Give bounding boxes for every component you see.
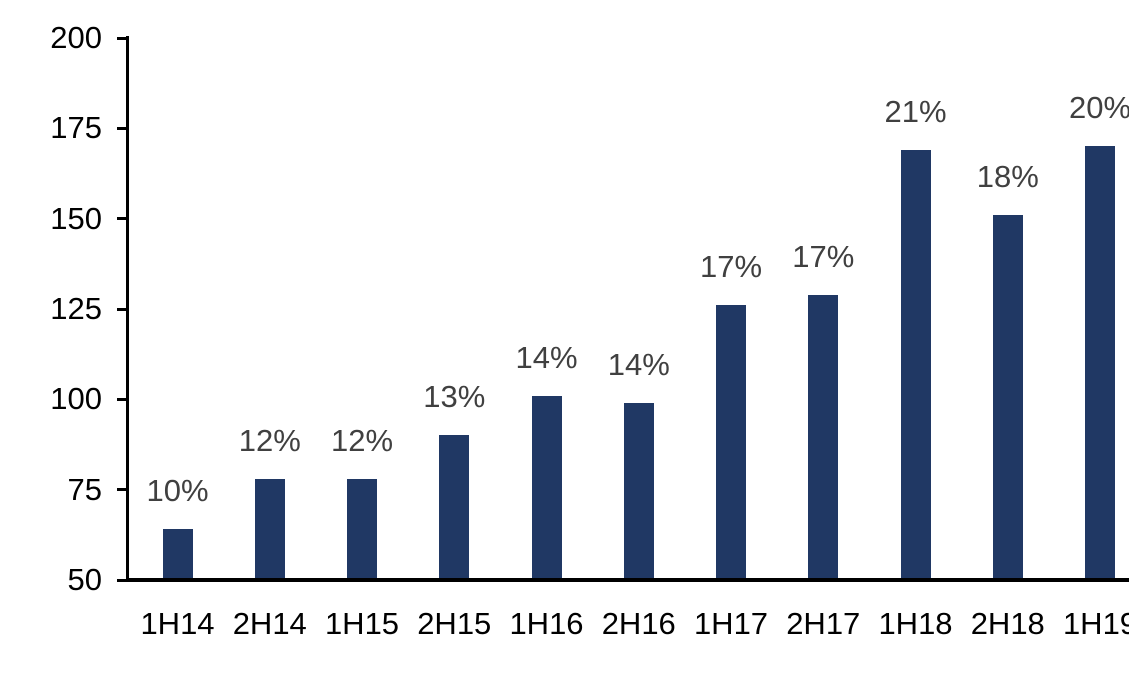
x-axis-tick-label: 1H16 [509,606,584,641]
y-axis-tick-label: 200 [50,20,102,55]
bar-2h18 [992,215,1023,582]
y-axis-tick-label: 150 [50,200,102,236]
x-axis-tick-label: 2H14 [232,606,307,641]
y-axis-tick-mark [117,488,127,492]
y-axis-tick-label: 100 [50,381,102,417]
bar-value-label: 10% [146,473,209,509]
bar-value-label: 12% [238,422,301,458]
bar-1h18 [900,150,931,582]
y-axis-tick-label: 175 [50,110,102,146]
x-axis-tick-label: 1H17 [693,606,769,641]
y-axis-tick-mark [117,126,127,130]
y-axis-tick-label: 75 [67,471,102,507]
x-axis-tick-label: 2H17 [786,606,861,641]
x-axis-tick-label: 1H19 [1062,606,1129,641]
x-axis-tick-label: 1H18 [878,606,953,641]
bar-2h14 [254,478,285,582]
bar-value-label: 20% [1068,90,1129,126]
y-axis-tick-mark [117,397,127,401]
x-axis-tick-label: 2H18 [970,606,1045,641]
y-axis-tick-label: 50 [67,562,102,597]
bar-value-label: 17% [699,249,763,285]
bar-value-label: 17% [792,238,855,274]
x-axis-line [126,578,1129,582]
bar-value-label: 13% [423,379,486,415]
y-axis-tick-mark [117,36,127,40]
bar-value-label: 12% [330,422,394,458]
x-axis-tick-label: 1H15 [324,606,400,641]
bar-chart: 50 75 100 125 150 175 200 10% 12% 12% 13% 14% 14% 17… [40,16,1129,657]
y-axis-tick-mark [117,217,127,221]
bar-value-label: 14% [515,339,578,375]
x-axis-tick-label: 1H14 [140,606,215,641]
bar-2h16 [623,402,654,582]
bar-2h17 [808,294,839,582]
y-axis-line [126,36,129,582]
bar-2h15 [439,435,470,582]
x-axis-tick-label: 2H16 [601,606,676,641]
bar-1h17 [716,305,746,582]
bar-1h16 [531,395,562,582]
bar-1h15 [347,478,377,582]
bar-value-label: 21% [884,94,947,129]
bar-1h19 [1085,146,1115,582]
x-axis-tick-label: 2H15 [417,606,492,641]
y-axis-tick-mark [117,578,127,582]
y-axis-tick-mark [117,307,127,311]
y-axis-tick-label: 125 [50,291,102,326]
bar-value-label: 14% [607,346,670,382]
bar-1h14 [162,529,193,582]
bar-value-label: 18% [976,159,1039,195]
